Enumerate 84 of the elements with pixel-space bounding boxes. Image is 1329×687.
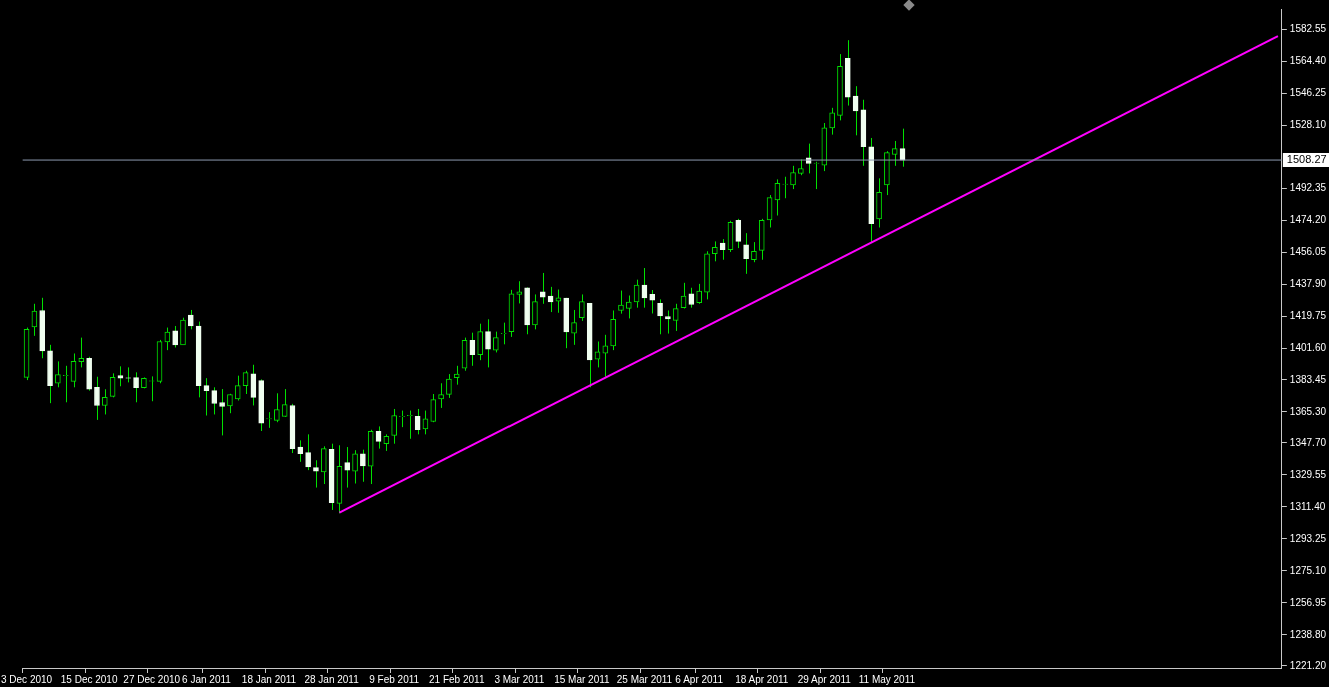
x-tick-label: 15 Mar 2011 [554,673,611,685]
candlestick [219,388,225,436]
candlestick [743,232,749,275]
y-tick-label: 1474.20 [1289,213,1327,225]
candlestick [406,410,413,440]
candlestick [618,290,624,315]
candlestick [477,323,484,361]
candlestick [305,433,311,471]
candlestick [579,293,585,322]
x-tick-label: 25 Mar 2011 [616,673,673,685]
ref-line-label: 1508.27 [1286,153,1327,166]
candlestick [438,382,444,409]
candlestick [493,331,499,353]
candlestick [571,309,577,346]
candlestick [829,107,835,136]
candlestick [360,449,366,483]
candlestick [696,283,703,305]
candlestick [516,280,523,304]
y-tick-label: 1437.90 [1289,277,1327,289]
candlestick [180,317,186,346]
x-tick-label: 6 Jan 2011 [182,673,232,685]
candlestick [672,303,679,332]
x-tick-label: 21 Feb 2011 [429,673,485,685]
y-tick-label: 1221.20 [1289,659,1327,671]
candlestick [625,295,632,319]
y-tick-label: 1383.45 [1289,373,1327,385]
candlestick [101,388,108,415]
candlestick [187,309,194,330]
candlestick [649,289,656,314]
candlestick [172,325,178,348]
y-tick-label: 1256.95 [1289,596,1327,608]
y-tick-label: 1293.25 [1289,532,1327,544]
candlestick [712,240,718,262]
candlestick [297,439,304,463]
y-tick-label: 1329.55 [1289,468,1327,480]
x-tick-label: 28 Jan 2011 [304,673,360,685]
x-tick-label: 27 Dec 2010 [123,673,181,685]
candlestick [532,293,538,330]
candlestick [62,365,69,403]
candlestick [313,459,319,489]
candlestick [274,392,280,423]
candlestick [320,445,327,485]
candlestick [391,408,397,445]
x-tick-label: 15 Dec 2010 [60,673,118,685]
candlestick [657,298,663,335]
candlestick [485,318,491,368]
y-tick-label: 1275.10 [1289,564,1327,576]
y-tick-label: 1365.30 [1289,405,1327,417]
candlestick [446,373,452,399]
candlestick [665,309,671,335]
y-tick-label: 1564.40 [1289,54,1327,66]
candlestick [735,218,742,249]
y-tick-label: 1238.80 [1289,628,1327,640]
candlestick [751,241,757,263]
y-tick-label: 1492.35 [1289,181,1327,193]
candlestick [55,360,61,388]
y-tick-label: 1419.75 [1289,309,1327,321]
x-tick-label: 9 Feb 2011 [369,673,420,685]
candlestick [352,449,358,485]
x-tick-label: 6 Apr 2011 [675,673,724,685]
y-tick-label: 1401.60 [1289,341,1327,353]
x-tick-label: 18 Jan 2011 [241,673,297,685]
y-tick-label: 1311.40 [1289,500,1326,512]
x-tick-label: 3 Mar 2011 [494,673,545,685]
x-tick-label: 11 May 2011 [858,673,916,685]
candlestick [133,371,139,403]
candlestick [500,322,507,345]
candlestick [891,140,898,167]
x-tick-label: 3 Dec 2010 [1,673,53,685]
candlestick [539,272,546,305]
candlestick [78,337,85,368]
y-tick-label: 1456.05 [1289,245,1327,257]
x-tick-label: 18 Apr 2011 [735,673,789,685]
candlestick [94,376,100,421]
candlestick [430,393,437,423]
candlestick [211,386,218,415]
candlestick [790,165,796,190]
y-tick-label: 1528.10 [1289,118,1327,130]
x-tick-label: 29 Apr 2011 [797,673,852,685]
y-tick-label: 1546.25 [1289,86,1327,98]
candlestick [234,375,241,402]
candlestick [344,446,351,489]
y-tick-label: 1582.55 [1289,22,1327,34]
y-tick-label: 1347.70 [1289,436,1327,448]
